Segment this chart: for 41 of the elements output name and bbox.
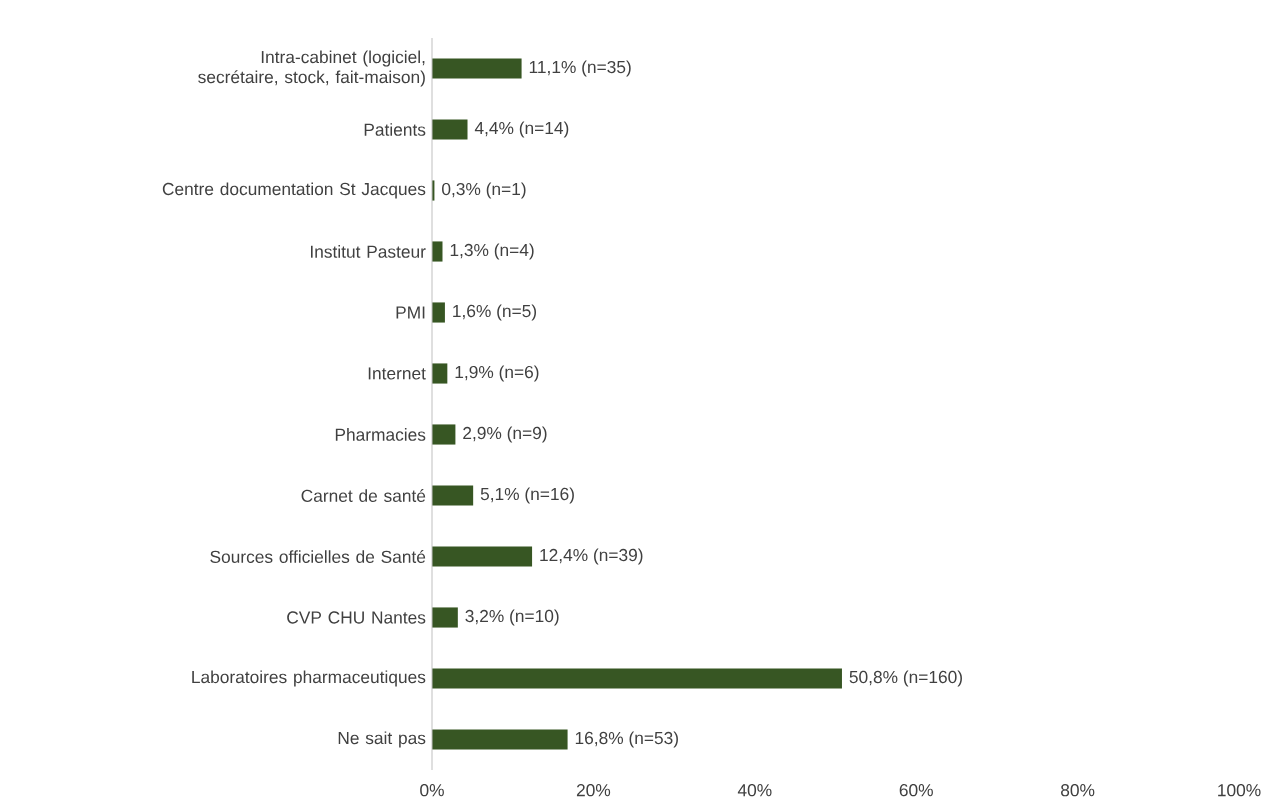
data-label: 11,1% (n=35) bbox=[529, 60, 631, 77]
y-tick-label: CVP CHU Nantes bbox=[287, 611, 426, 624]
y-tick-label: Patients bbox=[364, 123, 426, 136]
data-label: 0,3% (n=1) bbox=[442, 182, 526, 199]
y-tick-label: Laboratoires pharmaceutiques bbox=[192, 670, 426, 687]
x-tick-label: 60% bbox=[899, 784, 933, 797]
bar bbox=[432, 546, 533, 567]
bar bbox=[432, 119, 468, 140]
x-tick-label: 0% bbox=[420, 784, 444, 797]
data-label: 4,4% (n=14) bbox=[474, 121, 569, 138]
data-label: 5,1% (n=16) bbox=[480, 487, 574, 504]
bar bbox=[432, 485, 474, 506]
y-tick-label: Centre documentation St Jacques bbox=[162, 182, 426, 199]
y-tick-label: Institut Pasteur bbox=[310, 245, 426, 258]
x-tick-label: 20% bbox=[576, 784, 611, 797]
bar bbox=[432, 241, 443, 262]
data-label: 12,4% (n=39) bbox=[540, 548, 643, 565]
bar bbox=[432, 607, 458, 628]
bar bbox=[432, 729, 568, 750]
bar bbox=[432, 363, 448, 384]
bar bbox=[432, 302, 445, 323]
x-tick-label: 100% bbox=[1218, 784, 1261, 797]
y-tick-label: Ne sait pas bbox=[338, 731, 426, 748]
data-label: 16,8% (n=53) bbox=[575, 731, 678, 748]
data-label: 3,2% (n=10) bbox=[465, 609, 559, 626]
x-tick-label: 80% bbox=[1061, 784, 1095, 797]
data-label: 1,6% (n=5) bbox=[453, 304, 537, 321]
data-label: 1,3% (n=4) bbox=[450, 243, 534, 260]
data-label: 1,9% (n=6) bbox=[455, 365, 539, 382]
data-label: 50,8% (n=160) bbox=[849, 670, 962, 687]
y-tick-label: Pharmacies bbox=[335, 428, 426, 441]
y-tick-label: Carnet de santé bbox=[301, 489, 426, 502]
y-tick-label: Internet bbox=[368, 367, 426, 380]
bar bbox=[432, 58, 522, 79]
y-tick-label: Sources officielles de Santé bbox=[210, 550, 426, 563]
x-tick-label: 40% bbox=[737, 784, 772, 797]
data-label: 2,9% (n=9) bbox=[463, 426, 547, 443]
bar bbox=[432, 424, 456, 445]
y-tick-label: PMI bbox=[396, 306, 425, 319]
y-tick-label: Intra-cabinet (logiciel, secrétaire, stock, fait-maison) bbox=[198, 50, 425, 87]
bar bbox=[432, 668, 842, 689]
